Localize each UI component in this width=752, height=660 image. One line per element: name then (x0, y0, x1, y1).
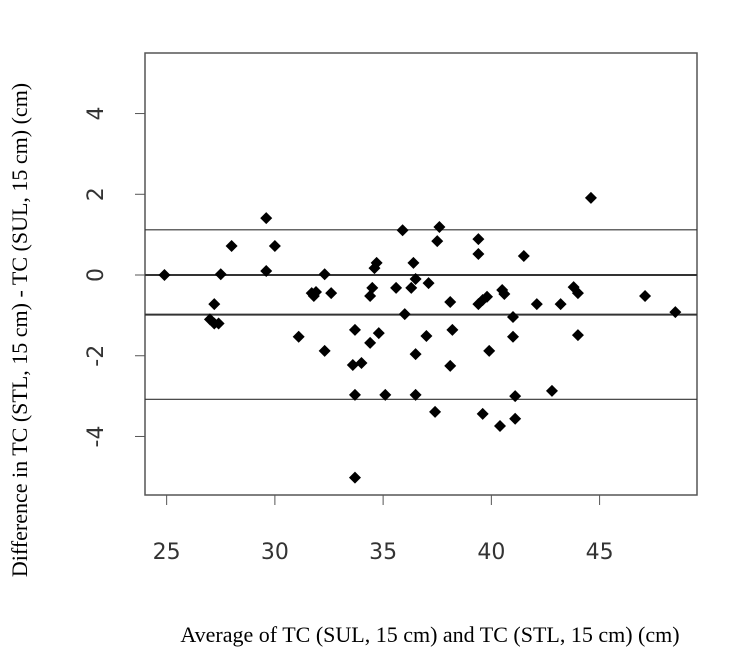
y-tick-label: -2 (84, 345, 109, 367)
point (584, 191, 597, 204)
point (444, 296, 457, 309)
point (433, 220, 446, 233)
point (407, 256, 420, 269)
point (396, 224, 409, 237)
point (260, 212, 273, 225)
x-tick-label: 25 (153, 540, 181, 565)
point (346, 359, 359, 372)
point (212, 317, 225, 330)
point (364, 336, 377, 349)
point (571, 329, 584, 342)
point (409, 273, 422, 286)
point (398, 308, 411, 321)
x-axis-label: Average of TC (SUL, 15 cm) and TC (STL, … (180, 622, 679, 647)
point (571, 287, 584, 300)
point (639, 289, 652, 302)
point (446, 323, 459, 336)
point (409, 388, 422, 401)
y-tick-label: 4 (84, 107, 109, 121)
point (429, 405, 442, 418)
point (444, 359, 457, 372)
point (158, 269, 171, 282)
point (431, 235, 444, 248)
point (517, 250, 530, 263)
x-tick-label: 45 (586, 540, 614, 565)
point (509, 412, 522, 425)
y-tick-label: 2 (84, 187, 109, 201)
point (225, 239, 238, 252)
y-tick-label: 0 (84, 268, 109, 282)
point (208, 298, 221, 311)
point (370, 256, 383, 269)
point (545, 384, 558, 397)
y-tick-label: -4 (84, 426, 109, 448)
point (366, 281, 379, 294)
point (355, 357, 368, 370)
point (494, 419, 507, 432)
point (409, 348, 422, 361)
point (390, 281, 403, 294)
point (379, 388, 392, 401)
point (260, 264, 273, 277)
x-tick-label: 40 (477, 540, 505, 565)
point (325, 287, 338, 300)
point (472, 248, 485, 261)
point (214, 268, 227, 281)
x-tick-label: 30 (261, 540, 289, 565)
point (372, 327, 385, 340)
point (669, 306, 682, 319)
point (310, 285, 323, 298)
point (498, 287, 511, 300)
point (507, 330, 519, 343)
point (509, 390, 522, 403)
y-axis-label: Difference in TC (STL, 15 cm) - TC (SUL,… (7, 83, 32, 577)
point (348, 323, 361, 336)
point (292, 330, 305, 343)
point (476, 294, 489, 307)
point (472, 233, 485, 246)
plot-frame (144, 52, 698, 496)
point (422, 277, 435, 290)
point (318, 344, 331, 357)
point (318, 268, 331, 281)
point (405, 281, 418, 294)
point (348, 388, 361, 401)
point (554, 298, 567, 311)
x-tick-label: 35 (369, 540, 397, 565)
point (530, 298, 543, 311)
point (507, 310, 519, 323)
point (476, 407, 489, 420)
point (348, 471, 361, 484)
point (483, 344, 496, 357)
point (268, 239, 281, 252)
point (420, 329, 433, 342)
